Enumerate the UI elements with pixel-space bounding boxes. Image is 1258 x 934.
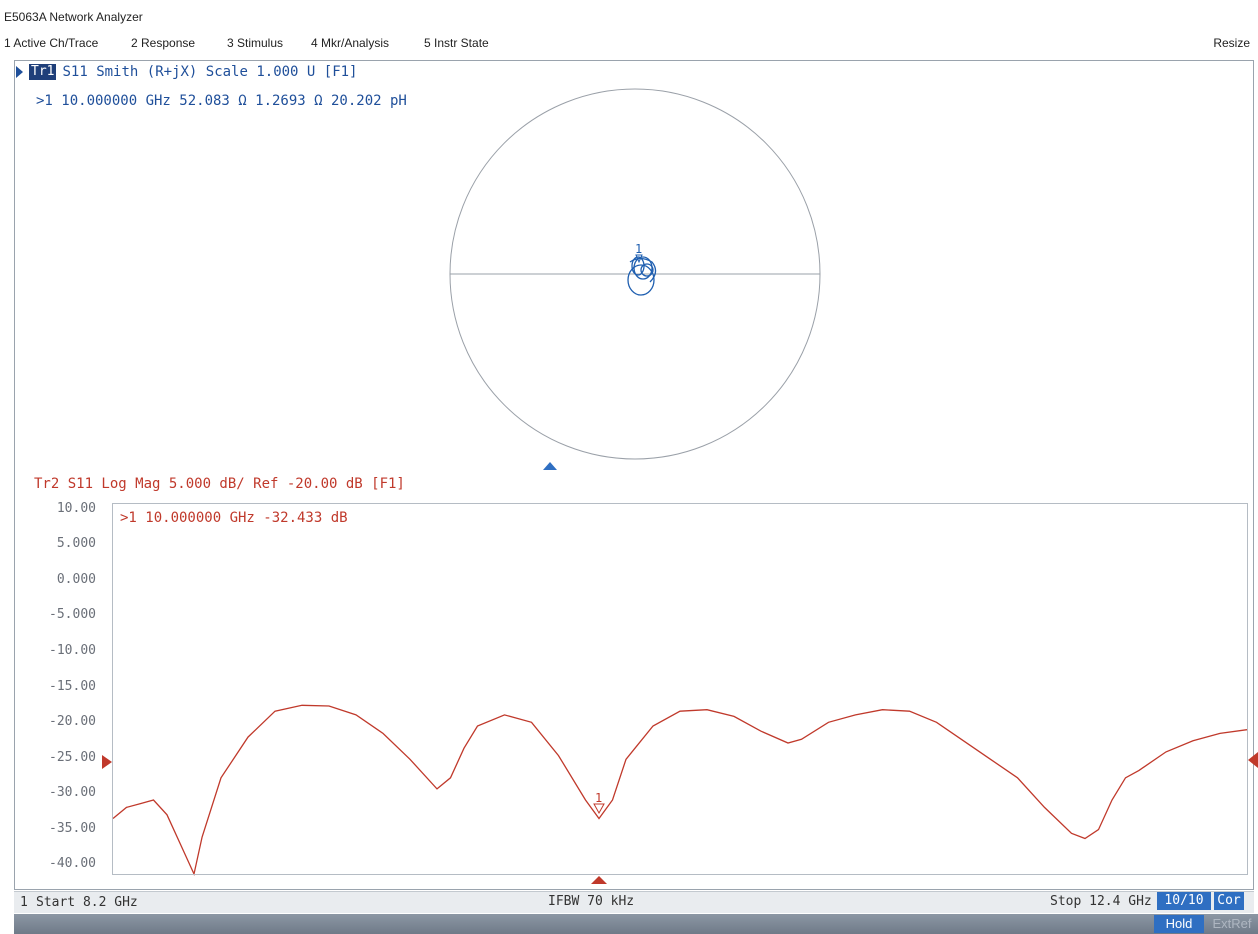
y-tick-label: -5.000 <box>49 607 96 622</box>
ref-level-right-icon <box>1248 752 1258 768</box>
active-trace-arrow-icon <box>16 66 23 78</box>
menu-response[interactable]: 2 Response <box>131 36 196 50</box>
y-tick-label: -40.00 <box>49 856 96 871</box>
y-tick-label: 0.000 <box>56 572 96 587</box>
y-tick-label: -10.00 <box>49 643 96 658</box>
channel-number: 1 <box>20 895 28 910</box>
y-tick-label: -20.00 <box>49 714 96 729</box>
stop-frequency[interactable]: Stop 12.4 GHz <box>1050 894 1152 909</box>
menu-bar: 1 Active Ch/Trace 2 Response 3 Stimulus … <box>0 33 1258 55</box>
logmag-chart: 1 <box>112 704 1248 877</box>
title-bar: E5063A Network Analyzer <box>0 0 1258 30</box>
trace2-marker-readout: >1 10.000000 GHz -32.433 dB <box>120 510 348 526</box>
instrument-status-strip <box>14 914 1258 934</box>
trace1-header[interactable]: Tr1 S11 Smith (R+jX) Scale 1.000 U [F1] <box>16 63 358 81</box>
ifbw-value[interactable]: IFBW 70 kHz <box>548 894 635 909</box>
smith-marker-triangle <box>635 254 643 264</box>
y-tick-label: 10.00 <box>56 501 96 516</box>
trace2-header[interactable]: Tr2 S11 Log Mag 5.000 dB/ Ref -20.00 dB … <box>34 476 405 492</box>
analyzer-display <box>14 60 1254 890</box>
logmag-plot-area <box>112 503 1248 875</box>
smith-stimulus-marker-icon <box>543 462 557 470</box>
y-tick-label: -25.00 <box>49 750 96 765</box>
ref-level-left-icon <box>102 755 112 769</box>
extref-badge: ExtRef <box>1212 916 1252 931</box>
hold-badge: Hold <box>1154 915 1204 933</box>
series-line-s11 <box>112 704 1248 877</box>
trace1-marker-readout: >1 10.000000 GHz 52.083 Ω 1.2693 Ω 20.20… <box>36 93 407 109</box>
status-bar <box>14 891 1254 913</box>
marker-triangle <box>593 803 605 815</box>
trace1-badge[interactable]: Tr1 <box>29 64 57 80</box>
stimulus-marker-icon <box>591 876 607 884</box>
trace1-description: S11 Smith (R+jX) Scale 1.000 U [F1] <box>62 64 358 80</box>
start-frequency[interactable]: Start 8.2 GHz <box>36 895 138 910</box>
resize-button[interactable]: Resize <box>1213 36 1250 50</box>
app-title: E5063A Network Analyzer <box>4 10 143 24</box>
y-tick-label: 5.000 <box>56 536 96 551</box>
y-tick-label: -35.00 <box>49 821 96 836</box>
smith-marker-label: 1 <box>635 242 642 256</box>
menu-active-ch-trace[interactable]: 1 Active Ch/Trace <box>4 36 99 50</box>
menu-stimulus[interactable]: 3 Stimulus <box>227 36 284 50</box>
marker-label: 1 <box>595 791 602 805</box>
y-tick-label: -15.00 <box>49 679 96 694</box>
menu-mkr-analysis[interactable]: 4 Mkr/Analysis <box>311 36 390 50</box>
smith-trace <box>627 256 657 296</box>
averaging-badge: 10/10 <box>1157 892 1211 910</box>
correction-badge: Cor <box>1214 892 1244 910</box>
menu-instr-state[interactable]: 5 Instr State <box>424 36 489 50</box>
y-tick-label: -30.00 <box>49 785 96 800</box>
